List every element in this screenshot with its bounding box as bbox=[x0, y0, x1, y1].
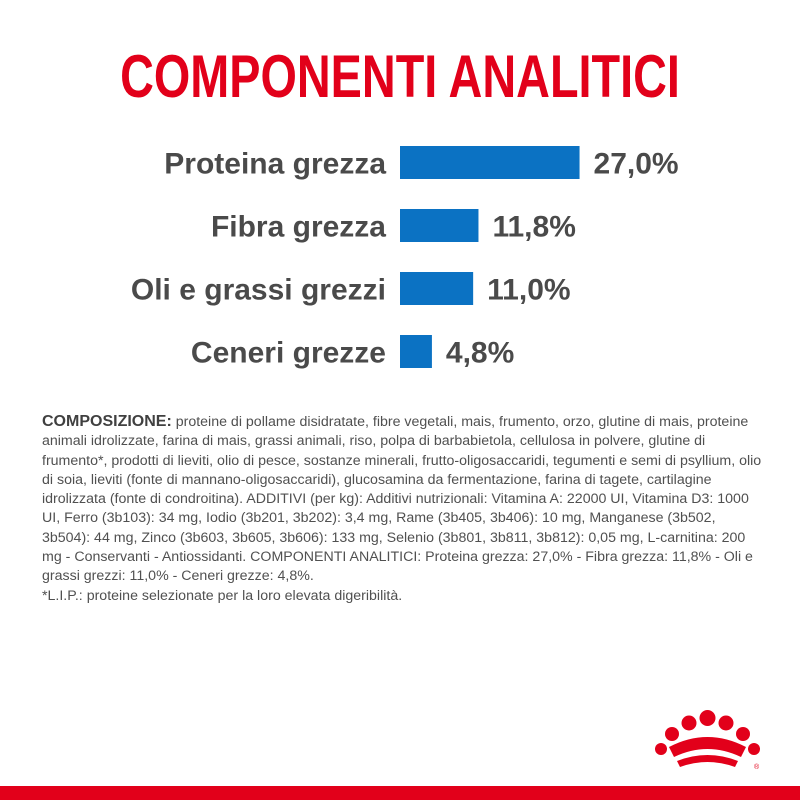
page-title: COMPONENTI ANALITICI bbox=[120, 43, 680, 110]
value-label: 11,0% bbox=[487, 274, 570, 307]
category-label: Ceneri grezze bbox=[191, 337, 386, 370]
composition-footnote: *L.I.P.: proteine selezionate per la lor… bbox=[42, 587, 403, 604]
bottom-accent-bar bbox=[0, 786, 800, 800]
bar-chart: Proteina grezza 27,0% Fibra grezza 11,8% Oli… bbox=[131, 146, 679, 370]
category-label: Fibra grezza bbox=[211, 211, 386, 244]
value-label: 27,0% bbox=[594, 148, 679, 181]
bar bbox=[400, 146, 580, 179]
bar bbox=[400, 272, 474, 305]
category-label: Proteina grezza bbox=[164, 148, 386, 181]
category-label: Oli e grassi grezzi bbox=[131, 274, 386, 307]
bar bbox=[400, 335, 432, 368]
composition-heading: COMPOSIZIONE: bbox=[42, 413, 172, 430]
composition-body: proteine di pollame disidratate, fibre v… bbox=[42, 414, 762, 585]
svg-text:®: ® bbox=[754, 763, 760, 771]
value-label: 11,8% bbox=[492, 211, 575, 244]
bar bbox=[400, 209, 479, 242]
value-label: 4,8% bbox=[446, 337, 514, 370]
composition-text: COMPOSIZIONE: proteine di pollame disidr… bbox=[42, 412, 767, 606]
royal-canin-crown-icon: ® bbox=[655, 710, 760, 771]
